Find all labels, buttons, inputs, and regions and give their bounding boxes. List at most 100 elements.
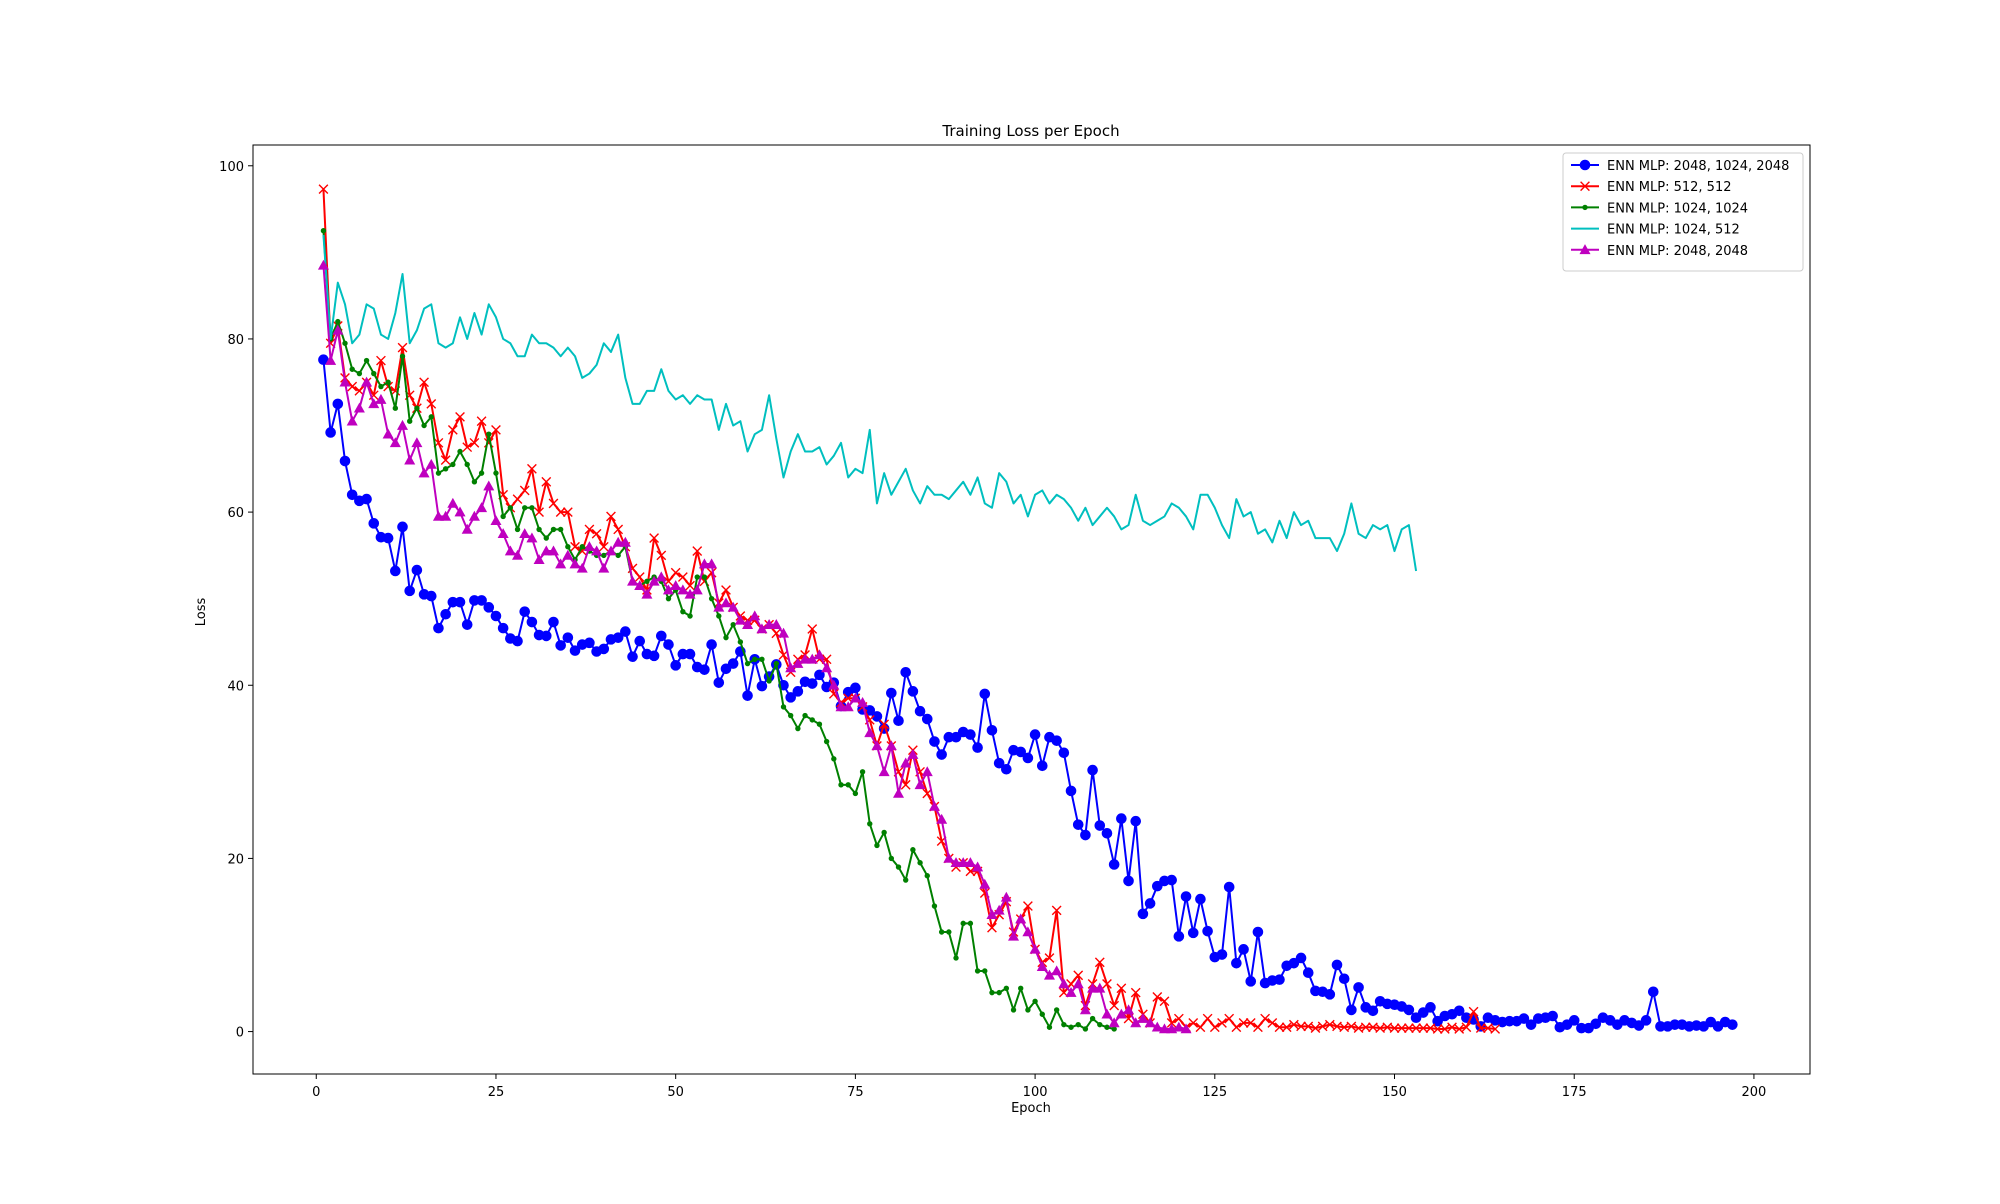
data-point: [1159, 996, 1170, 1007]
data-point: [864, 727, 876, 738]
data-point: [1640, 1015, 1652, 1026]
data-point: [407, 418, 413, 424]
data-point: [519, 606, 531, 617]
data-point: [720, 663, 732, 675]
data-point: [1029, 943, 1041, 954]
data-point: [1288, 957, 1300, 969]
data-point: [744, 660, 751, 667]
data-point: [562, 632, 574, 643]
data-point: [332, 324, 344, 335]
data-point: [533, 554, 545, 565]
data-point: [620, 626, 631, 637]
data-point: [1109, 1000, 1120, 1011]
data-point: [938, 929, 945, 935]
data-point: [1245, 976, 1257, 987]
data-point: [701, 574, 708, 580]
data-point: [766, 678, 772, 684]
data-point: [598, 541, 609, 552]
data-point: [1223, 881, 1235, 893]
data-point: [1101, 828, 1113, 839]
data-point: [886, 687, 897, 699]
data-point: [670, 580, 682, 590]
data-point: [579, 544, 585, 550]
y-tick-label: 20: [227, 852, 244, 867]
data-point: [907, 748, 919, 759]
data-point: [680, 608, 686, 615]
x-tick-label: 100: [1023, 1085, 1048, 1100]
data-point: [773, 660, 780, 667]
data-point: [414, 405, 420, 411]
data-point: [1001, 763, 1012, 775]
data-point: [1727, 1019, 1738, 1030]
data-point: [649, 533, 660, 543]
data-point: [606, 511, 616, 522]
data-point: [540, 630, 552, 642]
data-point: [900, 666, 912, 678]
data-point: [440, 455, 451, 466]
data-point: [1453, 1005, 1465, 1017]
data-point: [1454, 1024, 1465, 1034]
data-point: [1209, 1022, 1220, 1033]
data-point: [787, 712, 794, 719]
data-point: [486, 431, 492, 437]
data-point: [476, 502, 488, 513]
data-point: [1252, 926, 1264, 938]
data-point: [986, 724, 998, 736]
data-point: [1152, 992, 1163, 1002]
data-point: [426, 398, 437, 409]
data-point: [497, 528, 509, 539]
data-point: [382, 428, 394, 439]
data-point: [1123, 875, 1134, 887]
data-point: [490, 515, 502, 526]
data-point: [655, 571, 667, 582]
data-point: [591, 545, 603, 556]
data-point: [641, 588, 653, 599]
data-point: [972, 742, 983, 753]
y-tick-label: 0: [236, 1026, 244, 1041]
data-point: [356, 370, 363, 377]
legend-entry: ENN MLP: 512, 512: [1571, 180, 1732, 195]
data-point: [1015, 913, 1027, 924]
data-point: [1010, 1007, 1017, 1013]
data-point: [1346, 1004, 1357, 1016]
data-point: [454, 596, 466, 608]
data-point: [698, 558, 710, 569]
data-point: [1065, 785, 1077, 797]
x-tick-label: 200: [1742, 1085, 1767, 1100]
data-point: [1303, 1021, 1314, 1032]
data-point: [893, 787, 905, 798]
data-point: [1082, 1026, 1089, 1032]
data-point: [534, 507, 544, 517]
data-point: [562, 549, 574, 560]
data-point: [1101, 1008, 1113, 1019]
data-point: [792, 686, 804, 697]
data-point: [816, 721, 823, 727]
legend-label: ENN MLP: 2048, 2048: [1607, 244, 1748, 259]
data-point: [1087, 982, 1099, 993]
data-point: [619, 536, 631, 547]
data-point: [483, 602, 495, 613]
data-point: [917, 860, 923, 866]
data-point: [555, 507, 566, 517]
data-point: [960, 920, 966, 927]
data-point: [1094, 982, 1106, 993]
data-point: [993, 904, 1005, 915]
data-point: [1202, 925, 1213, 937]
data-point: [1195, 1022, 1206, 1033]
data-point: [1094, 957, 1105, 968]
data-point: [723, 634, 729, 641]
data-point: [455, 411, 465, 422]
data-point: [634, 580, 646, 590]
y-tick-label: 60: [227, 506, 244, 521]
data-point: [491, 424, 501, 435]
data-point: [929, 736, 940, 747]
data-point: [397, 342, 408, 353]
data-point: [670, 660, 681, 671]
data-point: [440, 510, 452, 521]
data-point: [838, 782, 844, 788]
data-point: [1072, 978, 1084, 989]
data-point: [591, 528, 602, 539]
data-point: [627, 575, 639, 586]
data-point: [807, 624, 818, 634]
